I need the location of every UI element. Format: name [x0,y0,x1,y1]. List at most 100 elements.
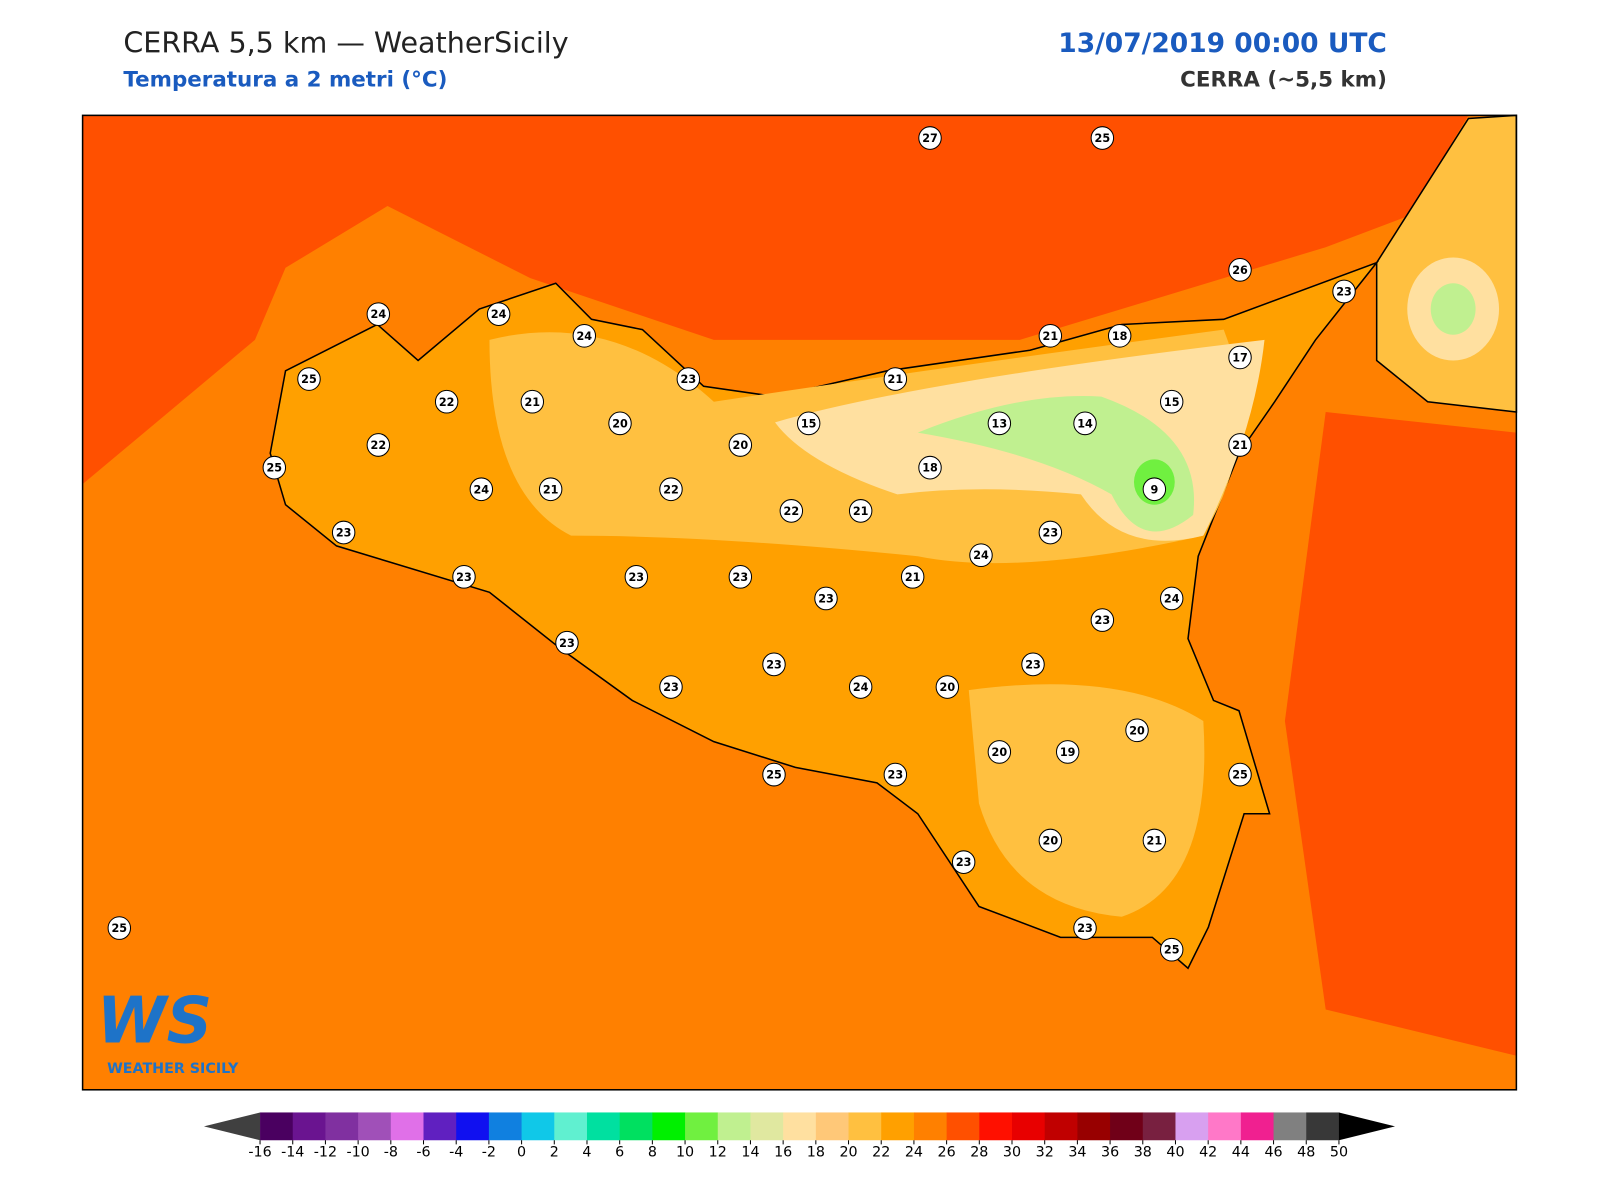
map-frame [81,114,1518,1091]
colorbar-segment [1208,1112,1242,1141]
colorbar-segment [979,1112,1013,1141]
station-marker [366,433,391,457]
colorbar-tick-label: -16 [248,1145,271,1161]
title: CERRA 5,5 km — WeatherSicily [123,25,568,59]
station-value: 22 [663,483,679,496]
colorbar-segment [1077,1112,1111,1141]
station-value: 20 [612,417,628,430]
station-marker [900,564,925,589]
station-value: 24 [1164,592,1180,605]
station-marker [1090,608,1115,632]
station-marker [918,455,942,480]
station-value: 25 [1232,769,1248,782]
station-marker [486,302,511,327]
station-marker [572,323,597,348]
colorbar-tick-label: 26 [938,1145,956,1161]
station-marker [1107,323,1132,348]
colorbar-segment [423,1112,457,1141]
colorbar-segment [260,1112,294,1141]
colorbar-tick-label: 36 [1101,1145,1119,1161]
station-value: 13 [992,417,1008,430]
station-value: 23 [1095,614,1111,627]
logo: WS WEATHER SICILY [97,983,239,1077]
colorbar-tick-label: 28 [970,1145,988,1161]
station-marker [1142,828,1167,853]
station-value: 20 [1043,835,1059,848]
station-value: 24 [491,308,507,321]
station-value: 23 [818,592,834,605]
station-value: 25 [1164,944,1180,957]
station-value: 24 [853,681,869,694]
station-marker [951,850,976,874]
station-value: 25 [766,769,782,782]
station-marker [1073,411,1097,436]
colorbar-segment [913,1112,948,1141]
station-marker [434,389,459,414]
station-value: 22 [784,505,800,518]
warm-sea [82,115,1469,485]
station-marker [659,477,683,502]
station-value: 23 [559,637,575,650]
warm-sea [1284,412,1517,1056]
station-marker [608,411,632,436]
colorbar-segment [292,1112,326,1141]
station-value: 23 [663,681,679,694]
colorbar-segment [1175,1112,1209,1141]
station-marker [1090,126,1115,150]
station-marker [1332,279,1356,304]
station-marker [1228,762,1252,787]
station-marker [1228,345,1252,370]
station-marker [659,675,683,699]
station-marker [555,630,579,655]
station-value: 21 [525,396,541,409]
colorbar-tick-label: -2 [482,1145,496,1161]
station-marker [1021,652,1045,677]
contour [1430,283,1476,335]
station-marker [107,916,132,940]
station-marker [779,499,804,523]
contour [968,684,1205,917]
colorbar-segment [1012,1112,1046,1141]
colorbar-tick-label: -6 [416,1145,430,1161]
station-value: 24 [973,549,989,562]
station-value: 22 [371,439,387,452]
colorbar-tick-label: 34 [1068,1145,1086,1161]
station-marker [728,564,753,589]
colorbar-segment [586,1112,621,1141]
colorbar-segment [1110,1112,1144,1141]
colorbar-segment [1044,1112,1078,1141]
station-marker [987,740,1012,764]
station-value: 20 [1129,724,1145,737]
contour [917,395,1195,532]
station-marker [762,762,786,787]
colorbar: -16 -14 -12 -10 -8 -6 -4 -2 0 2 4 6 8 10 12 14 16 18 20 22 2… [203,1112,1396,1161]
station-marker [814,586,838,611]
colorbar-segment [946,1112,980,1141]
station-value: 23 [336,527,352,540]
station-marker [366,302,391,327]
station-marker [918,126,942,150]
station-value: 15 [801,417,817,430]
station-marker [676,367,701,391]
station-value: 23 [1336,285,1352,298]
station-marker [1142,477,1167,502]
station-marker [728,433,753,457]
datetime: 13/07/2019 00:00 UTC [1058,28,1387,59]
station-value: 14 [1077,417,1093,430]
station-value: 15 [1164,396,1180,409]
colorbar-tick-label: 44 [1232,1145,1250,1161]
colorbar-segment [488,1112,523,1141]
colorbar-tick-label: 8 [648,1145,657,1161]
station-marker [883,762,908,787]
colorbar-tick-label: 12 [709,1145,727,1161]
station-value: 23 [1043,527,1059,540]
logo-name: WEATHER SICILY [107,1061,239,1077]
colorbar-over [1338,1112,1396,1141]
colorbar-tick-label: -14 [281,1145,304,1161]
station-value: 23 [956,856,972,869]
station-marker [1159,389,1184,414]
station-value: 21 [1147,835,1163,848]
station-marker [520,389,545,414]
station-value: 25 [267,462,283,475]
colorbar-tick-label: 20 [839,1145,857,1161]
